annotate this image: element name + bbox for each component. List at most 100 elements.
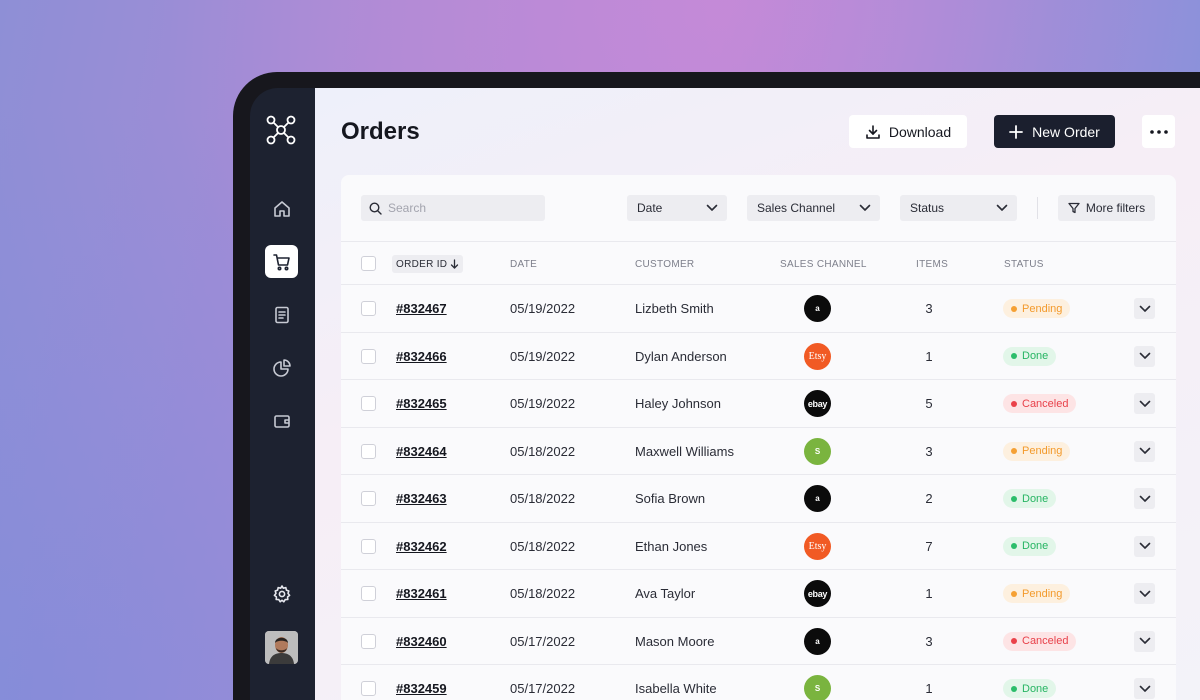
- order-date: 05/18/2022: [510, 586, 576, 601]
- expand-row-button[interactable]: [1134, 678, 1155, 699]
- row-checkbox[interactable]: [361, 538, 376, 554]
- status-label: Canceled: [1022, 635, 1069, 647]
- order-id-link[interactable]: #832465: [396, 396, 447, 411]
- status-badge: Canceled: [1003, 394, 1077, 413]
- table-row[interactable]: #832464 05/18/2022 Maxwell Williams S 3 Pendi…: [341, 428, 1176, 475]
- order-id-link[interactable]: #832467: [396, 301, 447, 316]
- status-label: Pending: [1022, 445, 1063, 457]
- expand-row-button[interactable]: [1134, 298, 1155, 319]
- customer-name: Haley Johnson: [635, 396, 721, 411]
- download-label: Download: [888, 123, 952, 140]
- wallet-icon: [273, 414, 290, 428]
- row-checkbox[interactable]: [361, 348, 376, 364]
- new-order-label: New Order: [1032, 123, 1100, 140]
- plus-icon: [1009, 124, 1024, 139]
- date-filter-label: Date: [637, 201, 663, 215]
- row-checkbox[interactable]: [361, 443, 376, 459]
- shopify-logo-icon: S: [804, 437, 831, 465]
- status-column-header[interactable]: STATUS: [1004, 259, 1044, 270]
- table-row[interactable]: #832459 05/17/2022 Isabella White S 1 Done: [341, 665, 1176, 700]
- ebay-logo-icon: ebay: [804, 390, 831, 417]
- ebay-logo-icon: ebay: [804, 580, 831, 607]
- expand-row-button[interactable]: [1134, 535, 1155, 557]
- more-filters-button[interactable]: More filters: [1058, 195, 1155, 221]
- gear-icon: [273, 584, 290, 603]
- more-options-button[interactable]: [1142, 115, 1175, 148]
- customer-name: Isabella White: [635, 681, 717, 696]
- row-checkbox[interactable]: [361, 586, 376, 601]
- nav-documents[interactable]: [265, 298, 298, 331]
- main-content: Orders Download New Order: [315, 88, 1200, 700]
- table-row[interactable]: #832465 05/19/2022 Haley Johnson ebay 5 Cance…: [341, 380, 1176, 428]
- nav-wallet[interactable]: [265, 404, 298, 437]
- search-input[interactable]: [388, 201, 538, 215]
- status-label: Done: [1022, 540, 1049, 552]
- status-badge: Done: [1003, 679, 1057, 698]
- items-count: 1: [925, 681, 933, 696]
- status-dot: [1011, 543, 1017, 549]
- customer-name: Lizbeth Smith: [635, 301, 714, 316]
- status-dot: [1011, 638, 1017, 644]
- table-header: ORDER ID DATE CUSTOMER SALES CHANNEL ITE…: [341, 242, 1176, 285]
- items-count: 7: [925, 538, 933, 554]
- order-id-link[interactable]: #832459: [396, 681, 447, 696]
- sales-channel-column-header[interactable]: SALES CHANNEL: [780, 259, 867, 270]
- order-id-link[interactable]: #832462: [396, 538, 447, 554]
- order-date: 05/18/2022: [510, 491, 576, 506]
- customer-name: Ava Taylor: [635, 586, 696, 601]
- customer-name: Dylan Anderson: [635, 348, 727, 364]
- network-logo-icon[interactable]: [266, 115, 296, 145]
- select-all-checkbox[interactable]: [361, 256, 376, 271]
- avatar[interactable]: [265, 631, 298, 664]
- status-badge: Done: [1003, 536, 1057, 556]
- sales-channel-filter-dropdown[interactable]: Sales Channel: [747, 195, 880, 221]
- order-id-link[interactable]: #832460: [396, 633, 447, 649]
- status-badge: Pending: [1003, 441, 1071, 461]
- expand-row-button[interactable]: [1134, 630, 1155, 652]
- order-id-column-label: ORDER ID: [396, 258, 448, 270]
- amazon-logo-icon: a: [804, 627, 831, 655]
- nav-orders[interactable]: [265, 245, 298, 278]
- status-filter-dropdown[interactable]: Status: [900, 195, 1017, 221]
- row-checkbox[interactable]: [361, 681, 376, 696]
- nav-analytics[interactable]: [265, 351, 298, 384]
- amazon-logo-icon: a: [804, 295, 831, 322]
- table-row[interactable]: #832463 05/18/2022 Sofia Brown a 2 Done: [341, 475, 1176, 523]
- sales-channel-filter-label: Sales Channel: [757, 201, 836, 215]
- chevron-down-icon: [1139, 352, 1150, 359]
- nav-settings[interactable]: [265, 577, 298, 610]
- order-id-link[interactable]: #832466: [396, 348, 447, 364]
- order-id-column-header[interactable]: ORDER ID: [392, 255, 464, 273]
- home-icon: [273, 200, 290, 217]
- row-checkbox[interactable]: [361, 396, 376, 411]
- items-column-header[interactable]: ITEMS: [916, 259, 949, 270]
- expand-row-button[interactable]: [1134, 583, 1155, 604]
- table-row[interactable]: #832462 05/18/2022 Ethan Jones Etsy 7 Done: [341, 523, 1176, 570]
- order-id-link[interactable]: #832464: [396, 443, 447, 459]
- expand-row-button[interactable]: [1134, 393, 1155, 414]
- expand-row-button[interactable]: [1134, 345, 1155, 367]
- date-filter-dropdown[interactable]: Date: [627, 195, 727, 221]
- nav-home[interactable]: [265, 192, 298, 225]
- row-checkbox[interactable]: [361, 633, 376, 649]
- table-row[interactable]: #832467 05/19/2022 Lizbeth Smith a 3 Pending: [341, 285, 1176, 333]
- table-row[interactable]: #832461 05/18/2022 Ava Taylor ebay 1 Pending: [341, 570, 1176, 618]
- expand-row-button[interactable]: [1134, 440, 1155, 462]
- status-dot: [1011, 353, 1017, 359]
- table-row[interactable]: #832466 05/19/2022 Dylan Anderson Etsy 1 Done: [341, 333, 1176, 380]
- download-icon: [866, 124, 880, 139]
- status-badge: Canceled: [1003, 631, 1077, 651]
- customer-column-header[interactable]: CUSTOMER: [635, 259, 695, 270]
- row-checkbox[interactable]: [361, 301, 376, 316]
- order-date: 05/18/2022: [510, 538, 576, 554]
- expand-row-button[interactable]: [1134, 488, 1155, 509]
- row-checkbox[interactable]: [361, 491, 376, 506]
- search-box[interactable]: [361, 195, 545, 221]
- download-button[interactable]: Download: [849, 115, 967, 148]
- order-id-link[interactable]: #832461: [396, 586, 447, 601]
- date-column-header[interactable]: DATE: [510, 259, 538, 270]
- new-order-button[interactable]: New Order: [994, 115, 1115, 148]
- items-count: 3: [925, 633, 933, 649]
- order-id-link[interactable]: #832463: [396, 491, 447, 506]
- table-row[interactable]: #832460 05/17/2022 Mason Moore a 3 Canceled: [341, 618, 1176, 665]
